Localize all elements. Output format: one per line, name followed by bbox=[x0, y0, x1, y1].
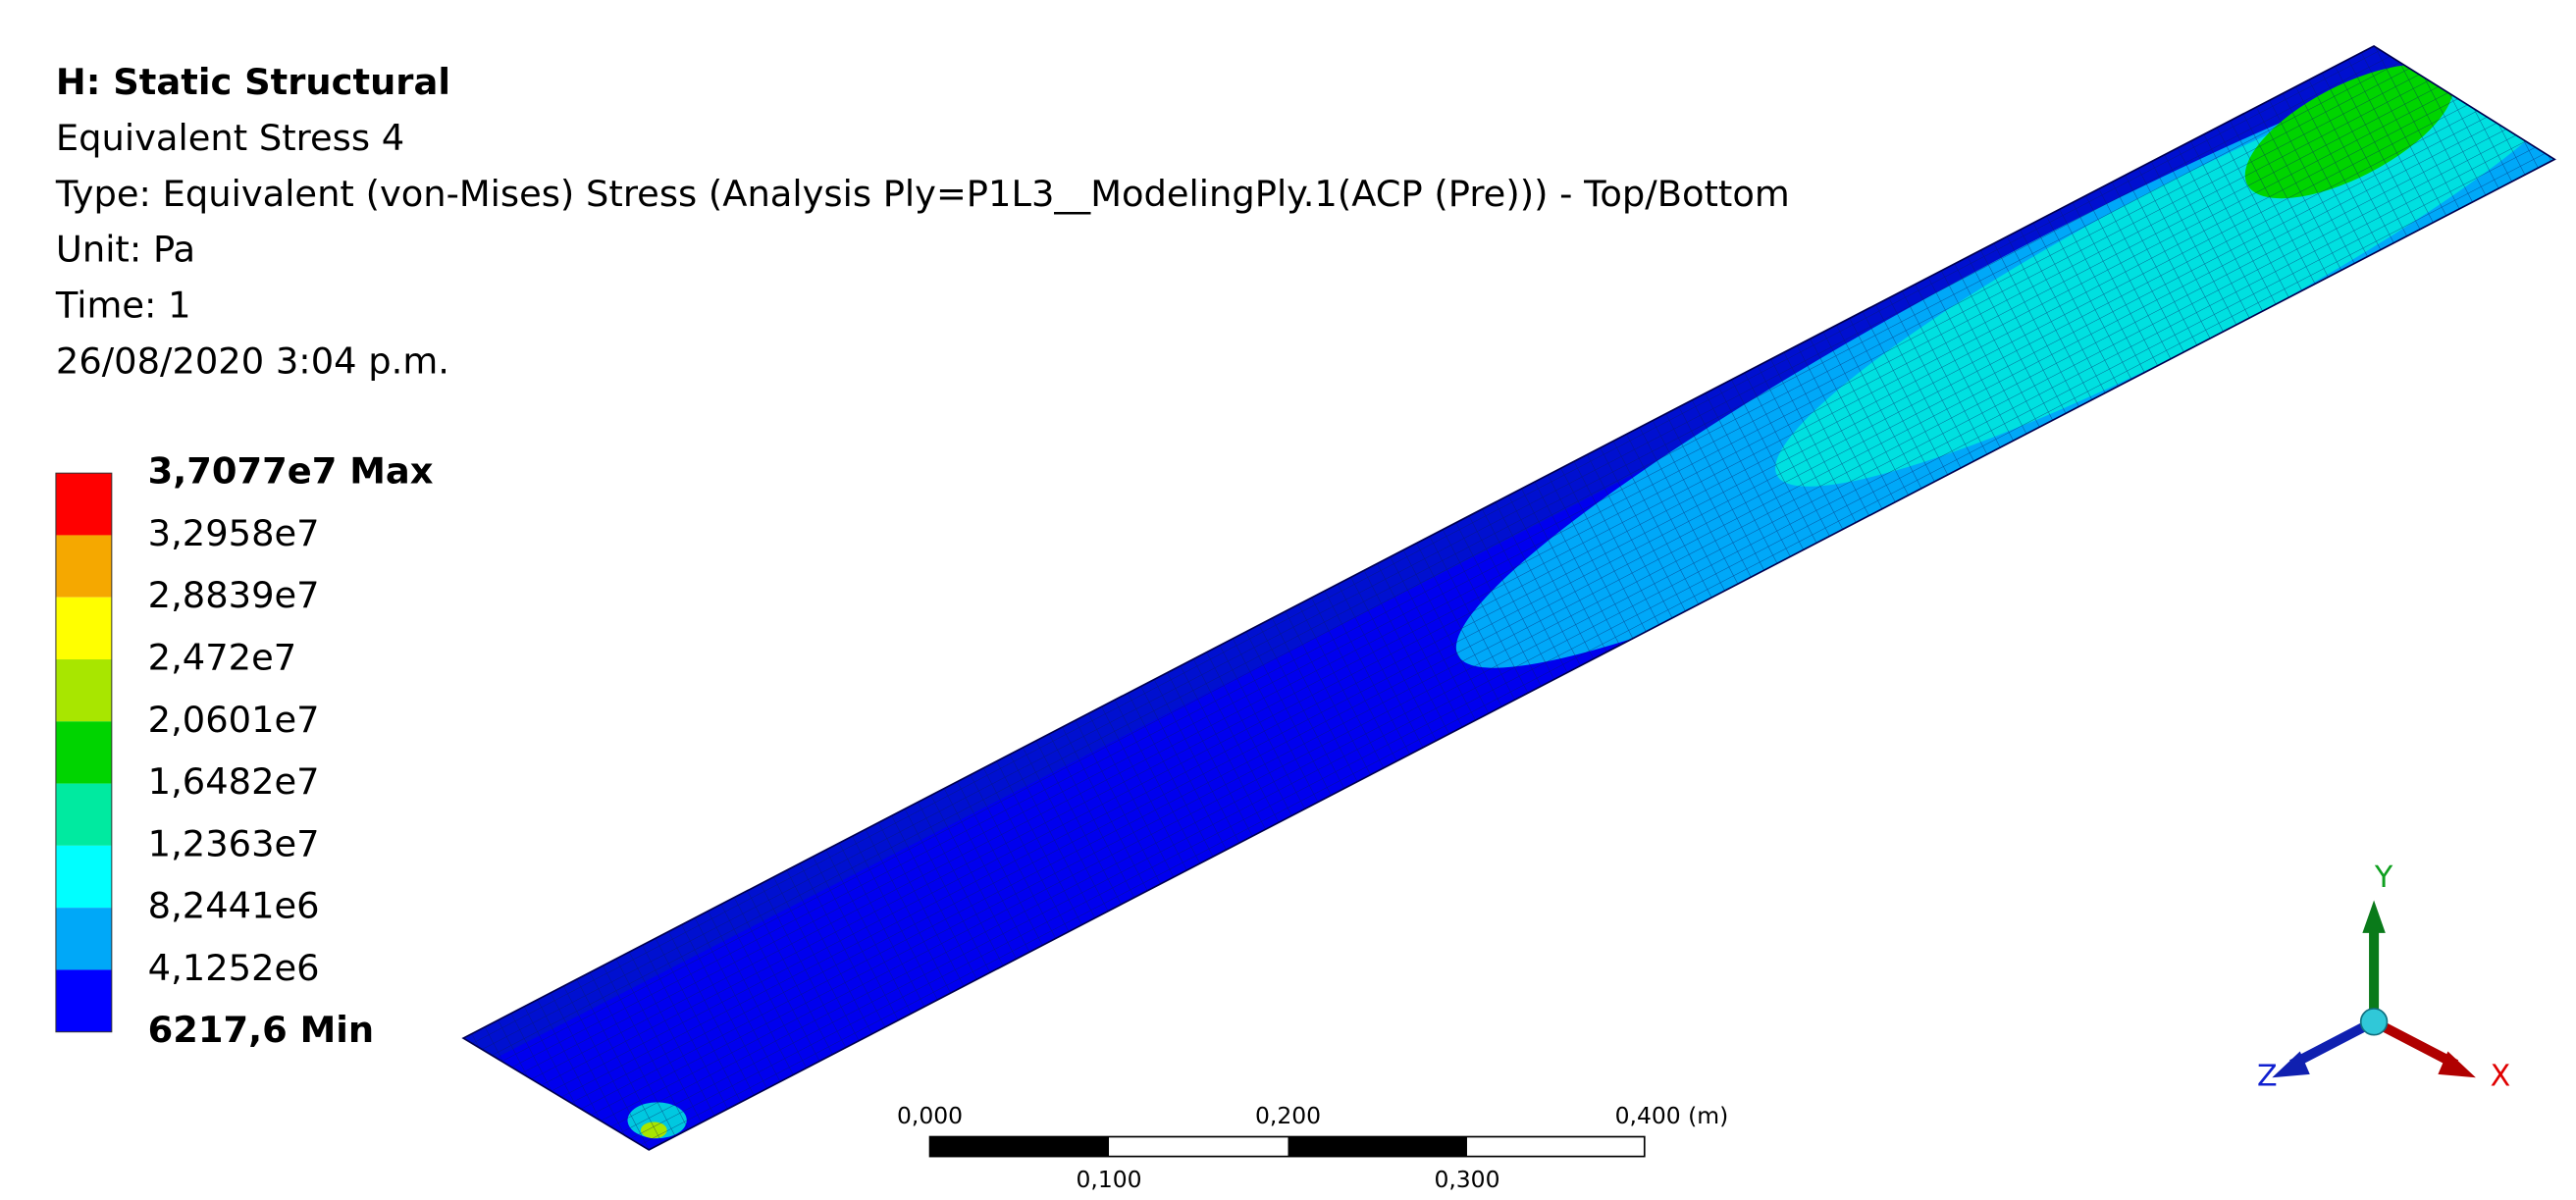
legend-label: 1,2363e7 bbox=[148, 822, 320, 864]
header-line: Time: 1 bbox=[55, 285, 191, 327]
legend-swatch bbox=[55, 721, 112, 784]
header: H: Static Structural Equivalent Stress 4… bbox=[55, 61, 1790, 383]
legend-label: 2,472e7 bbox=[148, 637, 297, 679]
header-line: Type: Equivalent (von-Mises) Stress (Ana… bbox=[55, 173, 1790, 215]
legend-swatch bbox=[55, 783, 112, 846]
legend-swatch bbox=[55, 597, 112, 660]
header-title: H: Static Structural bbox=[56, 61, 450, 103]
scale-label: 0,400 (m) bbox=[1615, 1102, 1729, 1129]
scale-bar: 0,000 0,200 0,400 (m) 0,100 0,300 bbox=[897, 1102, 1728, 1193]
legend-label: 3,2958e7 bbox=[148, 512, 320, 554]
axis-label-x: X bbox=[2491, 1060, 2511, 1094]
axis-triad: Y X Z bbox=[2257, 861, 2510, 1094]
legend-swatch bbox=[55, 535, 112, 598]
header-line: 26/08/2020 3:04 p.m. bbox=[56, 340, 449, 383]
scale-label: 0,200 bbox=[1255, 1102, 1321, 1129]
legend: 3,7077e7 Max 3,2958e7 2,8839e7 2,472e7 2,060… bbox=[55, 450, 434, 1051]
legend-label: 2,8839e7 bbox=[148, 574, 320, 616]
axis-label-y: Y bbox=[2374, 861, 2393, 895]
legend-label: 3,7077e7 Max bbox=[148, 450, 434, 493]
legend-swatch bbox=[55, 659, 112, 722]
legend-label: 1,6482e7 bbox=[148, 760, 320, 803]
legend-swatch bbox=[55, 845, 112, 909]
legend-swatch bbox=[55, 473, 112, 536]
scale-label: 0,100 bbox=[1076, 1166, 1141, 1193]
legend-label: 4,1252e6 bbox=[148, 947, 320, 989]
legend-swatch bbox=[55, 969, 112, 1032]
legend-swatch bbox=[55, 908, 112, 970]
legend-label: 2,0601e7 bbox=[148, 699, 320, 741]
legend-frame bbox=[55, 472, 113, 1033]
scale-label: 0,000 bbox=[897, 1102, 963, 1129]
blade-model bbox=[461, 44, 2556, 1151]
header-line: Unit: Pa bbox=[56, 229, 195, 271]
header-line: Equivalent Stress 4 bbox=[56, 117, 404, 159]
axis-label-z: Z bbox=[2257, 1060, 2278, 1094]
legend-label: 8,2441e6 bbox=[148, 885, 320, 927]
scale-label: 0,300 bbox=[1434, 1166, 1499, 1193]
legend-label: 6217,6 Min bbox=[148, 1009, 374, 1051]
